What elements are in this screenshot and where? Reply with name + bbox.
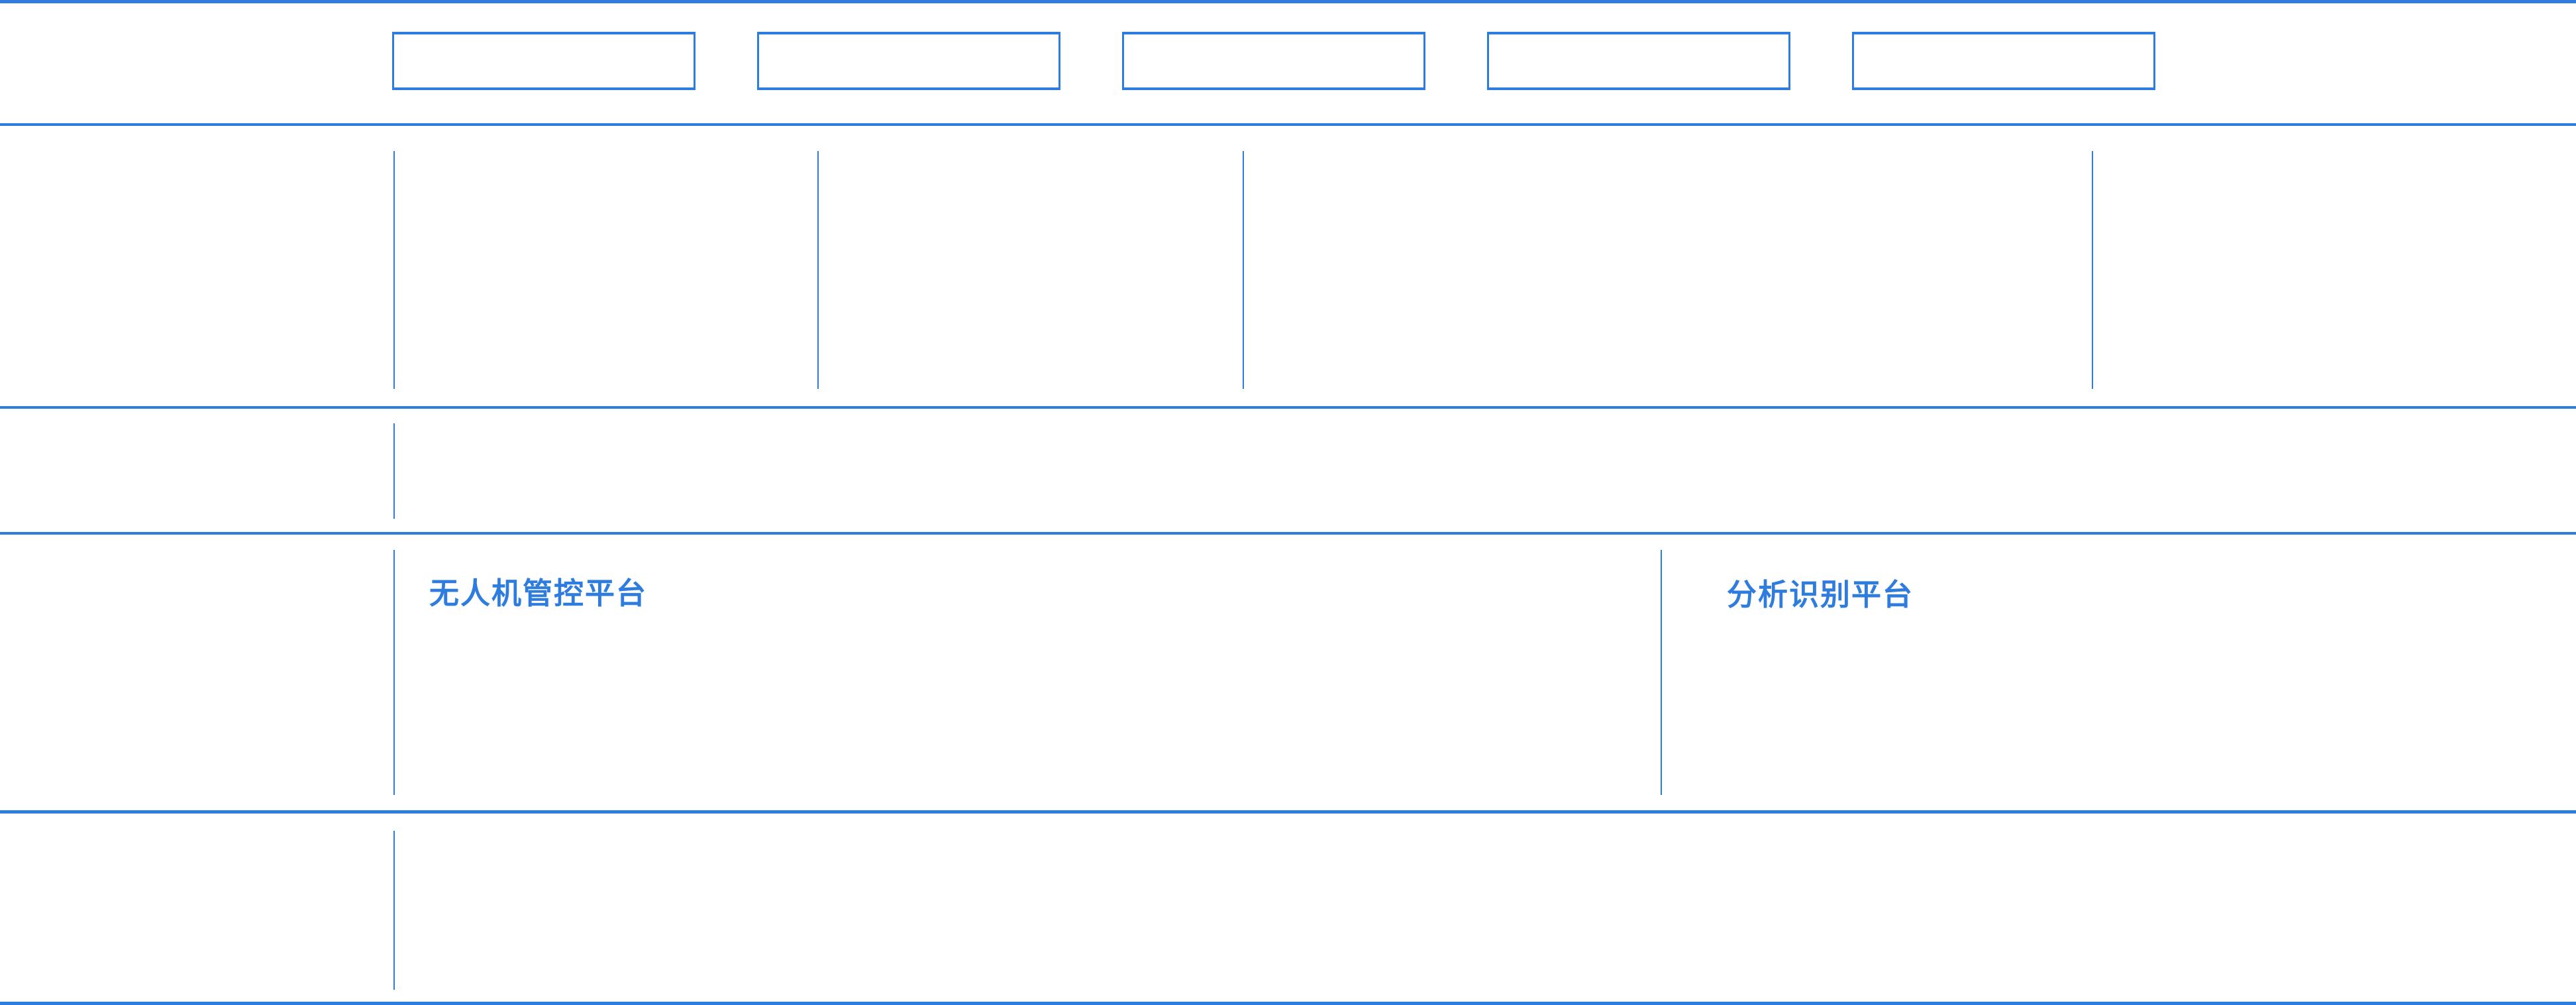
band2-column-divider-4: [2092, 151, 2093, 389]
nav-box-1[interactable]: [392, 32, 696, 90]
bottom-border-line: [0, 1002, 2576, 1005]
nav-box-2[interactable]: [757, 32, 1060, 90]
band-separator-4: [0, 810, 2576, 814]
nav-box-4[interactable]: [1487, 32, 1790, 90]
top-border-line: [0, 0, 2576, 3]
band2-column-divider-2: [817, 151, 819, 389]
band3-left-divider: [393, 423, 395, 519]
nav-box-3[interactable]: [1122, 32, 1425, 90]
band2-column-divider-3: [1243, 151, 1244, 389]
band-separator-3: [0, 532, 2576, 535]
drone-control-platform-title: 无人机管控平台: [429, 576, 648, 610]
analysis-recognition-platform-title: 分析识别平台: [1727, 578, 1914, 611]
band4-left-divider: [393, 550, 395, 795]
band-separator-2: [0, 406, 2576, 409]
band-separator-1: [0, 123, 2576, 126]
band5-left-divider: [393, 831, 395, 990]
band2-column-divider-1: [393, 151, 395, 389]
nav-box-5[interactable]: [1852, 32, 2155, 90]
band4-middle-divider: [1661, 550, 1662, 795]
